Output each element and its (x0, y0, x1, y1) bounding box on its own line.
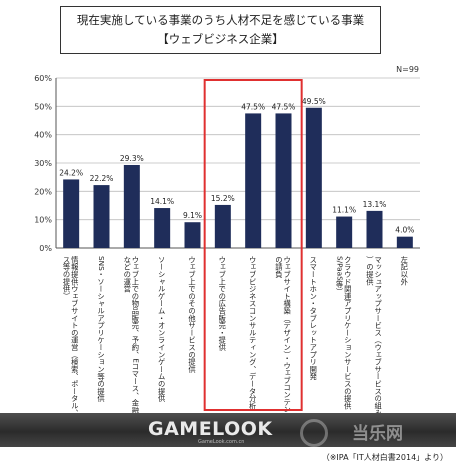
bar (366, 210, 383, 248)
grid-lines (56, 77, 420, 249)
category-label-line: ウェブ上での広告販売・提供 (218, 256, 227, 352)
gamelook-logo: GAMELOOK (148, 418, 273, 440)
bar (184, 222, 201, 248)
category-label-line: S/PaaS等） (335, 256, 344, 295)
bar (336, 216, 353, 248)
category-label: スマートホン・タブレットアプリ開発 (309, 256, 318, 381)
bar (305, 107, 322, 248)
watermark-circle-icon (300, 419, 328, 447)
category-label: ソーシャルゲーム・オンラインゲームの提供 (157, 256, 166, 403)
value-label: 11.1% (332, 206, 356, 215)
category-label-line: SNS・ソーシャルアプリケーション等の提供 (97, 256, 106, 403)
value-label: 47.5% (241, 102, 265, 111)
y-tick-label: 10% (34, 216, 52, 225)
source-note: （※IPA「IT人材白書2014」より） (321, 453, 448, 462)
value-label: 13.1% (363, 200, 387, 209)
dangle-watermark: 当乐网 (352, 424, 403, 444)
value-label: 29.3% (120, 154, 144, 163)
y-tick-label: 60% (34, 74, 52, 83)
category-label-line: 左記以外 (400, 255, 409, 286)
category-label-line: ソーシャルゲーム・オンラインゲームの提供 (157, 256, 166, 403)
value-label: 49.5% (302, 97, 326, 106)
category-label: マッシュアップサービス（ウェブサービスの組み合わせ）の提供 (366, 255, 384, 438)
category-label-line: などの運営 (123, 256, 132, 294)
category-label-line: 情報提供ウェブサイトの運営（検索、ポータル、ニュー (70, 255, 79, 438)
category-label-line: マッシュアップサービス（ウェブサービスの組み合わせ (374, 256, 383, 439)
bar (154, 208, 171, 248)
value-labels: 24.2% 22.2% 29.3% 14.1% 9.1% 15.2% 47.5% 47.5% 4… (59, 97, 414, 235)
bar (93, 185, 110, 248)
value-label: 9.1% (183, 211, 202, 220)
category-label-line: ウェブサイト構築（デザイン）・ウェブコンテンツ制作 (283, 256, 292, 436)
category-label: ウェブ上でのその他サービスの提供 (188, 256, 197, 374)
bar (123, 164, 140, 248)
bar (275, 113, 292, 249)
category-label: 左記以外 (400, 255, 409, 286)
value-label: 14.1% (150, 197, 174, 206)
category-label-line: の請負 (275, 256, 284, 279)
bar (63, 179, 80, 248)
category-label: ウェブ上での広告販売・提供 (218, 256, 227, 352)
value-label: 22.2% (90, 174, 114, 183)
value-label: 24.2% (59, 168, 83, 177)
y-tick-label: 20% (34, 187, 52, 196)
y-tick-label: 30% (34, 159, 52, 168)
value-label: 15.2% (211, 194, 235, 203)
y-tick-label: 0% (39, 244, 52, 253)
y-axis: 0% 10% 20% 30% 40% 50% 60% (34, 74, 57, 253)
category-label: ウェブビジネスコンサルティング、データ分析 (248, 256, 257, 410)
chart-title: 現在実施している事業のうち人材不足を感じている事業 (76, 13, 365, 27)
bar (214, 204, 231, 248)
bars (63, 107, 413, 249)
chart-title-box: 現在実施している事業のうち人材不足を感じている事業 【ウェブビジネス企業】 (60, 6, 381, 54)
watermark-band (0, 413, 456, 447)
highlight-box (203, 79, 303, 411)
category-label-line: ス等の提供） (62, 256, 71, 300)
category-label-line: スマートホン・タブレットアプリ開発 (309, 256, 318, 381)
value-label: 4.0% (395, 226, 414, 235)
y-tick-label: 50% (34, 102, 52, 111)
y-tick-label: 40% (34, 131, 52, 140)
category-label-line: ウェブビジネスコンサルティング、データ分析 (248, 256, 257, 410)
category-label-line: クラウド関連アプリケーションサービスの提供（Saa (343, 256, 352, 430)
category-label-line: ウェブ上でのその他サービスの提供 (188, 256, 197, 374)
bar (396, 236, 413, 248)
category-label: SNS・ソーシャルアプリケーション等の提供 (97, 256, 106, 403)
sample-size-label: N=99 (396, 65, 419, 74)
category-label-line: ）の提供 (366, 255, 375, 286)
category-label-line: ウェブ上での物品販売、予約、Eコマース、金融サイト (131, 256, 140, 436)
gamelook-logo-sub: GameLook.com.cn (198, 439, 245, 445)
value-label: 47.5% (272, 102, 296, 111)
chart-subtitle: 【ウェブビジネス企業】 (157, 32, 284, 46)
bar (245, 113, 262, 249)
